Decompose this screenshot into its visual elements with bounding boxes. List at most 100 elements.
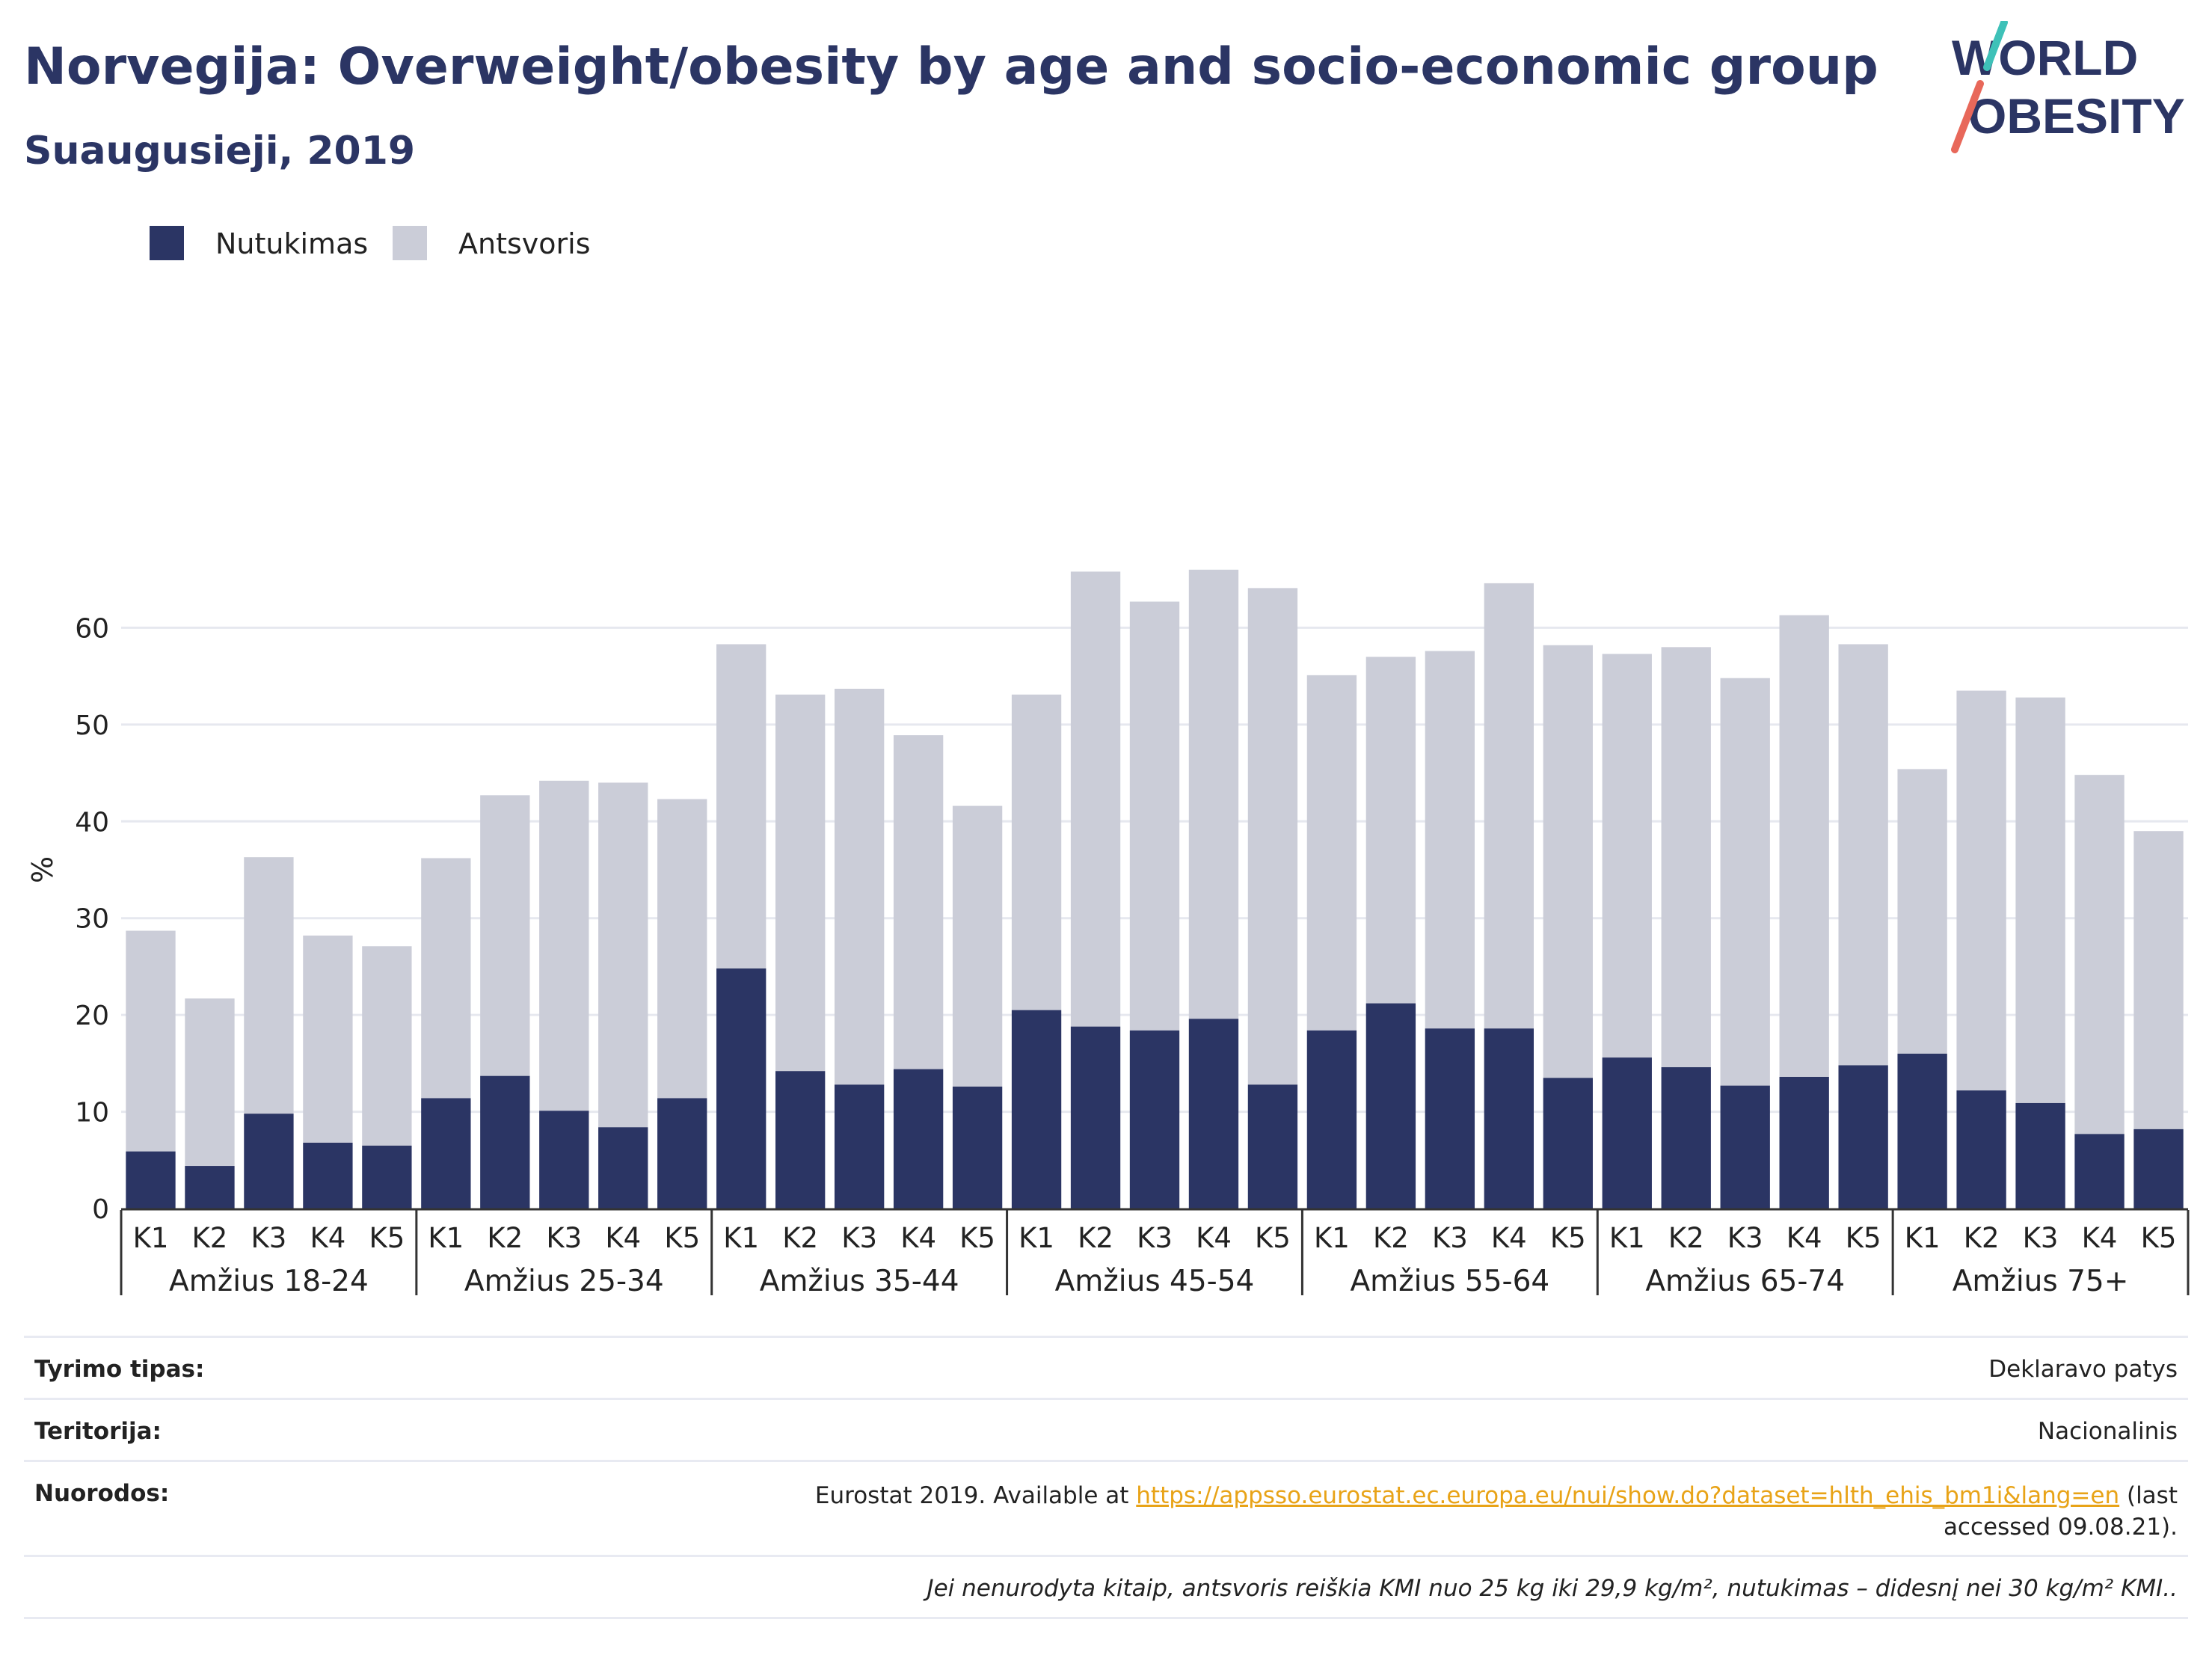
x-tick-label: K3 xyxy=(841,1222,877,1254)
bar-obesity xyxy=(539,1111,589,1209)
bar-overweight xyxy=(185,998,235,1167)
bar-overweight xyxy=(1897,769,1947,1054)
bar-obesity xyxy=(1897,1053,1947,1209)
bar-obesity xyxy=(2133,1129,2184,1209)
territory-value: Nacionalinis xyxy=(2037,1418,2178,1445)
bar-overweight xyxy=(1306,675,1357,1031)
bar-overweight xyxy=(421,858,471,1099)
x-tick-label: K2 xyxy=(192,1222,228,1254)
bar-overweight xyxy=(480,795,530,1076)
bar-overweight xyxy=(303,936,353,1143)
bar-obesity xyxy=(1838,1065,1888,1209)
page-subtitle: Suaugusieji, 2019 xyxy=(24,129,416,174)
x-tick-label: K4 xyxy=(2082,1222,2118,1254)
bar-overweight xyxy=(2074,775,2125,1134)
bar-overweight xyxy=(1956,690,2006,1091)
bar-overweight xyxy=(598,782,648,1128)
group-label: Amžius 45-54 xyxy=(1055,1265,1255,1298)
chart-footer: Tyrimo tipas: Deklaravo patys Teritorija… xyxy=(24,1336,2188,1619)
x-tick-label: K3 xyxy=(1727,1222,1763,1254)
bar-obesity xyxy=(1011,1010,1062,1209)
bar-overweight xyxy=(1484,583,1534,1029)
bar-overweight xyxy=(1129,601,1180,1031)
references-suffix: (last accessed 09.08.21). xyxy=(1943,1482,2178,1541)
bar-overweight xyxy=(1779,615,1829,1077)
x-tick-label: K2 xyxy=(1373,1222,1409,1254)
bar-obesity xyxy=(421,1098,471,1209)
x-tick-label: K2 xyxy=(782,1222,818,1254)
bar-overweight xyxy=(1661,647,1711,1068)
bar-overweight xyxy=(834,688,885,1085)
x-tick-label: K1 xyxy=(1609,1222,1645,1254)
x-tick-label: K5 xyxy=(1846,1222,1881,1254)
bar-obesity xyxy=(1425,1028,1475,1209)
references-value: Eurostat 2019. Available at https://apps… xyxy=(757,1480,2178,1543)
bar-obesity xyxy=(126,1151,176,1209)
x-tick-label: K4 xyxy=(1787,1222,1822,1254)
bar-obesity xyxy=(893,1069,944,1209)
x-tick-label: K1 xyxy=(723,1222,759,1254)
bar-overweight xyxy=(1425,651,1475,1029)
page-title: Norvegija: Overweight/obesity by age and… xyxy=(24,37,1878,96)
y-tick-label: 60 xyxy=(75,613,109,644)
bar-overweight xyxy=(1602,654,1652,1058)
bar-obesity xyxy=(834,1084,885,1209)
bar-obesity xyxy=(244,1114,294,1209)
x-tick-label: K3 xyxy=(1137,1222,1173,1254)
x-tick-label: K5 xyxy=(2141,1222,2177,1254)
bar-overweight xyxy=(1543,645,1593,1078)
footer-row-references: Nuorodos: Eurostat 2019. Available at ht… xyxy=(24,1460,2188,1555)
x-tick-label: K1 xyxy=(1905,1222,1941,1254)
footer-row-survey-type: Tyrimo tipas: Deklaravo patys xyxy=(24,1336,2188,1398)
references-link[interactable]: https://appsso.eurostat.ec.europa.eu/nui… xyxy=(1136,1482,2120,1509)
logo-slash-bottom xyxy=(1951,80,1984,153)
group-label: Amžius 35-44 xyxy=(760,1265,959,1298)
survey-type-value: Deklaravo patys xyxy=(1988,1356,2178,1383)
y-tick-label: 50 xyxy=(75,710,109,741)
footer-note: Jei nenurodyta kitaip, antsvoris reiškia… xyxy=(927,1575,2178,1602)
bar-obesity xyxy=(480,1075,530,1209)
bar-obesity xyxy=(185,1166,235,1209)
x-tick-label: K2 xyxy=(1078,1222,1113,1254)
bar-obesity xyxy=(657,1098,707,1209)
bar-overweight xyxy=(1011,694,1062,1010)
bar-overweight xyxy=(126,930,176,1152)
bar-obesity xyxy=(1661,1067,1711,1209)
x-tick-label: K3 xyxy=(2023,1222,2059,1254)
y-tick-label: 0 xyxy=(92,1194,109,1225)
bar-overweight xyxy=(362,946,412,1146)
x-tick-label: K1 xyxy=(1019,1222,1054,1254)
bar-overweight xyxy=(657,799,707,1099)
bar-obesity xyxy=(1247,1084,1298,1209)
bar-overweight xyxy=(952,805,1003,1087)
bar-obesity xyxy=(716,968,766,1209)
x-tick-label: K5 xyxy=(1550,1222,1586,1254)
bar-obesity xyxy=(1129,1030,1180,1209)
bar-obesity xyxy=(2074,1134,2125,1209)
bar-overweight xyxy=(1720,678,1770,1086)
footer-row-territory: Teritorija: Nacionalinis xyxy=(24,1398,2188,1460)
bar-chart: 0 10 20 30 40 50 60% K1 K2 K3 K4 K5 K1 K2 K3 K4 K5 K1 K2 K3… xyxy=(26,569,2190,1298)
bar-obesity xyxy=(1306,1030,1357,1209)
bar-overweight xyxy=(2133,831,2184,1129)
bar-obesity xyxy=(775,1071,826,1209)
group-label: Amžius 75+ xyxy=(1953,1265,2129,1298)
bar-obesity xyxy=(1543,1078,1593,1209)
logo-slash-top xyxy=(1983,21,2008,71)
bar-obesity xyxy=(598,1127,648,1209)
bar-obesity xyxy=(1484,1028,1534,1209)
x-tick-label: K1 xyxy=(428,1222,464,1254)
x-tick-label: K1 xyxy=(133,1222,169,1254)
territory-label: Teritorija: xyxy=(34,1418,162,1445)
bar-obesity xyxy=(362,1145,412,1209)
legend-label-overweight: Antsvoris xyxy=(458,227,591,260)
legend-swatch-overweight xyxy=(393,226,427,260)
y-axis-label: % xyxy=(26,856,59,883)
bar-obesity xyxy=(1602,1057,1652,1209)
bar-overweight xyxy=(1247,588,1298,1085)
x-tick-label: K1 xyxy=(1314,1222,1350,1254)
x-tick-label: K4 xyxy=(900,1222,936,1254)
logo-line1: WORLD xyxy=(1952,30,2138,85)
bar-obesity xyxy=(1956,1090,2006,1209)
bar-obesity xyxy=(303,1142,353,1209)
